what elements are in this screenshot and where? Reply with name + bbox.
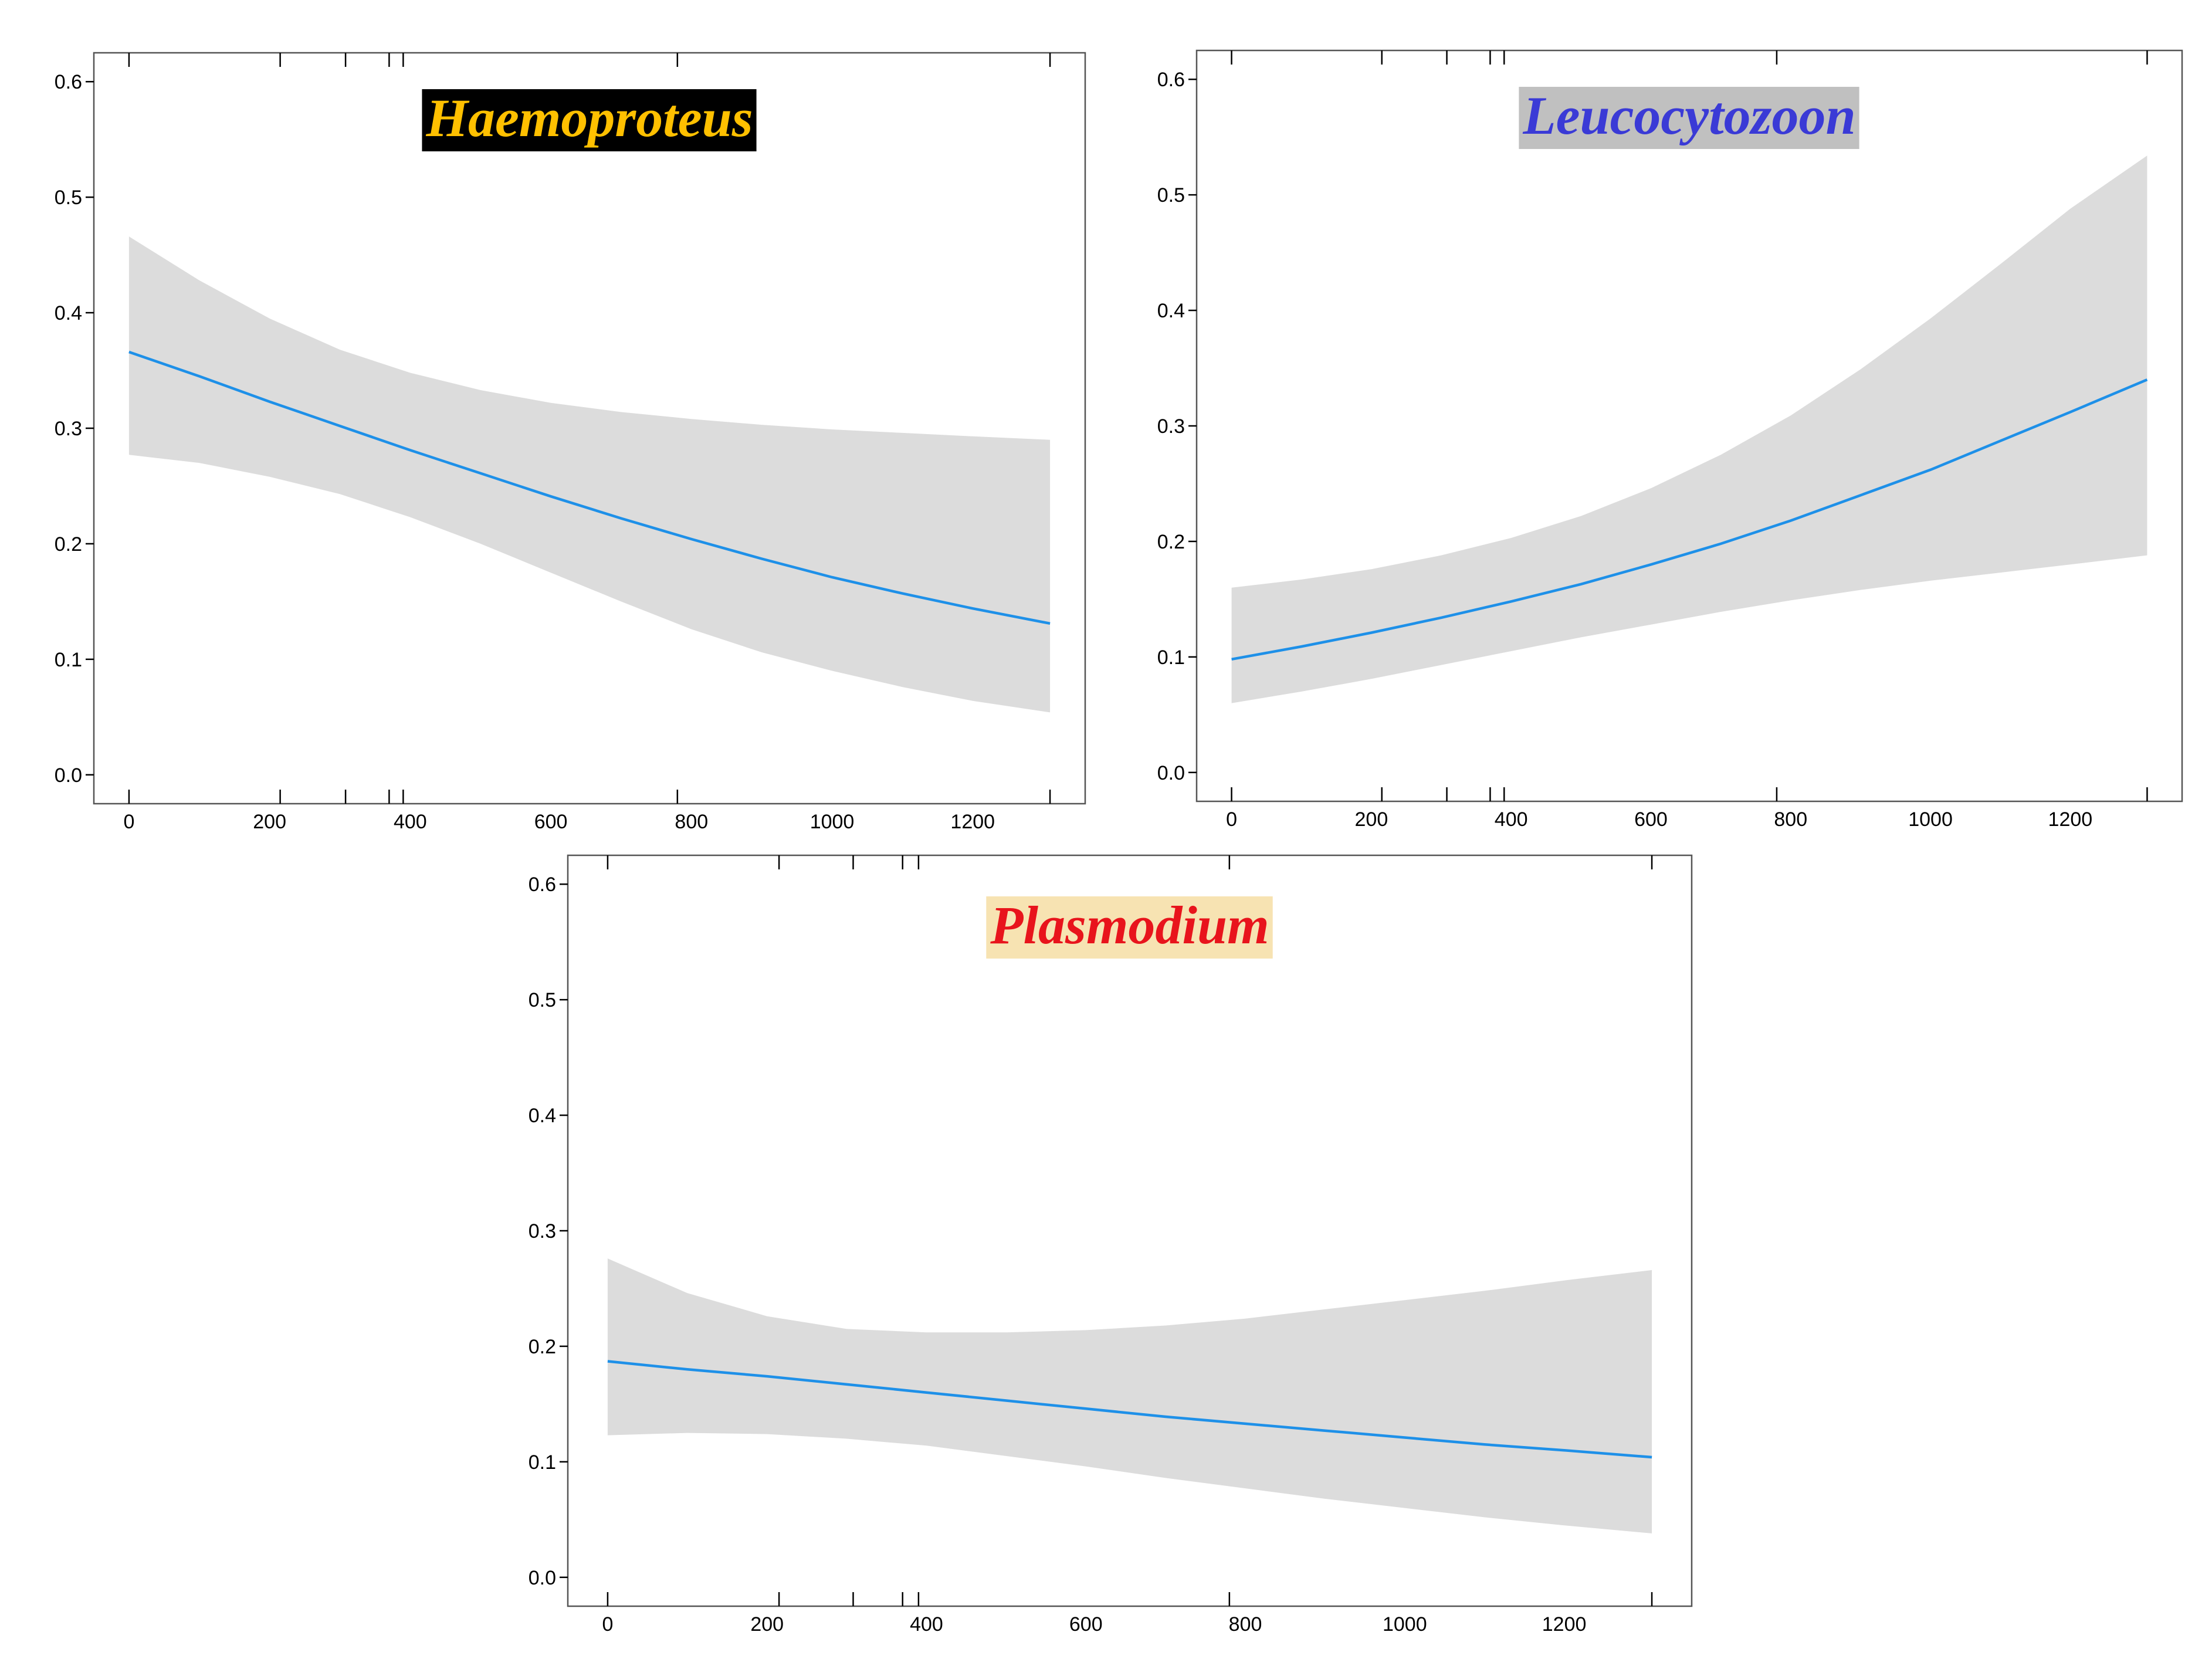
x-tick-label: 200 (253, 811, 286, 833)
x-tick-label: 0 (1226, 808, 1237, 831)
x-tick-label: 600 (1069, 1613, 1103, 1636)
x-tick-label: 200 (750, 1613, 784, 1636)
y-tick-label: 0.2 (55, 533, 82, 556)
y-tick-label: 0.5 (55, 187, 82, 209)
y-tick-label: 0.1 (529, 1451, 556, 1474)
x-tick-label: 1000 (810, 811, 855, 833)
chart-title: Plasmodium (990, 895, 1269, 955)
y-tick-label: 0.3 (529, 1220, 556, 1242)
x-tick-label: 800 (675, 811, 708, 833)
x-tick-label: 400 (1495, 808, 1528, 831)
title-background (1519, 87, 1859, 149)
x-tick-label: 1000 (1383, 1613, 1427, 1636)
fitted-line (1231, 378, 2148, 661)
x-tick-label: 400 (394, 811, 427, 833)
y-tick-label: 0.0 (529, 1567, 556, 1589)
x-tick-label: 400 (910, 1613, 943, 1636)
y-tick-label: 0.6 (55, 71, 82, 93)
chart-title: Haemoproteus (425, 88, 753, 148)
chart-panel-1: 0 200 400 600 800 1000 1200 0.0 0.1 0.2 0.3 0.4 0.5 0… (55, 52, 1086, 833)
x-tick-label: 1000 (1908, 808, 1953, 831)
chart-panel-3: 0 200 400 600 800 1000 1200 0.0 0.1 0.2 0.3 0.4 0.5 0… (529, 854, 1693, 1636)
y-tick-label: 0.1 (1157, 646, 1185, 669)
x-tick-label: 1200 (1542, 1613, 1587, 1636)
y-tick-label: 0.5 (1157, 184, 1185, 206)
x-tick-label: 800 (1229, 1613, 1262, 1636)
y-tick-label: 0.4 (55, 302, 82, 324)
title-background (422, 89, 757, 151)
y-tick-label: 0.4 (1157, 300, 1185, 322)
y-tick-label: 0.3 (55, 418, 82, 440)
x-tick-label: 0 (602, 1613, 613, 1636)
x-tick-label: 1200 (2048, 808, 2093, 831)
chart-title: Leucocytozoon (1522, 86, 1855, 145)
confidence-band (1231, 155, 2147, 703)
y-tick-label: 0.2 (1157, 531, 1185, 553)
x-tick-label: 600 (1634, 808, 1668, 831)
y-tick-label: 0.1 (55, 649, 82, 671)
y-tick-label: 0.3 (1157, 415, 1185, 438)
confidence-band (607, 1258, 1652, 1533)
x-tick-label: 200 (1355, 808, 1388, 831)
x-tick-label: 1200 (950, 811, 995, 833)
y-tick-label: 0.2 (529, 1336, 556, 1358)
y-tick-label: 0.4 (529, 1105, 556, 1127)
x-tick-label: 800 (1774, 808, 1807, 831)
title-background (986, 896, 1273, 959)
fitted-line (607, 1360, 1652, 1459)
y-tick-label: 0.6 (529, 873, 556, 896)
x-tick-label: 0 (123, 811, 134, 833)
chart-panel-2: 0 200 400 600 800 1000 1200 0.0 0.1 0.2 0.3 0.4 0.5 0… (1157, 49, 2183, 831)
y-tick-label: 0.0 (1157, 762, 1185, 784)
y-tick-label: 0.0 (55, 764, 82, 787)
fitted-line (128, 350, 1051, 625)
confidence-band (128, 236, 1051, 713)
y-tick-label: 0.5 (529, 989, 556, 1011)
y-tick-label: 0.6 (1157, 69, 1185, 91)
x-tick-label: 600 (534, 811, 568, 833)
